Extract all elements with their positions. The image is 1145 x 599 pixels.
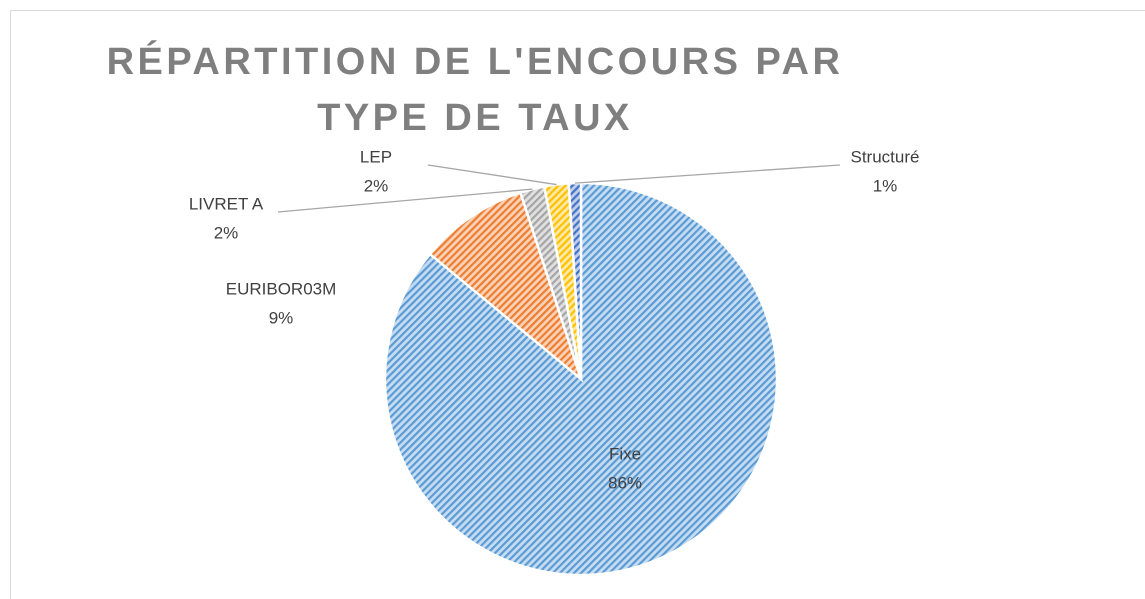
slice-label: Fixe (609, 444, 641, 463)
slice-label: LEP (360, 147, 392, 166)
slice-label: EURIBOR03M (226, 279, 337, 298)
slice-value-label: 9% (269, 308, 294, 327)
chart-title: RÉPARTITION DE L'ENCOURS PAR TYPE DE TAU… (106, 41, 844, 139)
slice-value-label: 1% (873, 176, 898, 195)
slice-label: Structuré (851, 147, 920, 166)
slice-value-label: 2% (364, 176, 389, 195)
pie-slice (428, 191, 584, 383)
chart-border (10, 10, 1145, 599)
slice-value-label: 86% (608, 473, 642, 492)
leader-line (427, 164, 557, 186)
slice-label: LIVRET A (189, 194, 264, 213)
slice-value-label: 2% (214, 223, 239, 242)
leader-line (574, 164, 841, 184)
leader-line (277, 188, 533, 213)
